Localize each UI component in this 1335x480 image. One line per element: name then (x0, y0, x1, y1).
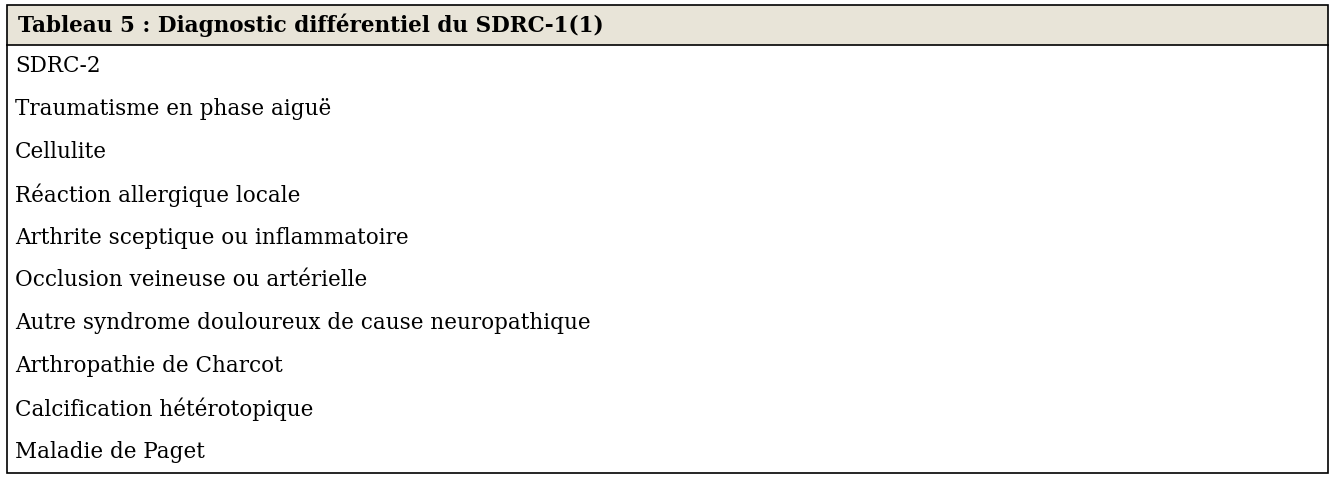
Text: SDRC-2: SDRC-2 (15, 55, 100, 77)
Text: Arthrite sceptique ou inflammatoire: Arthrite sceptique ou inflammatoire (15, 227, 409, 249)
Text: Tableau 5 : Diagnostic différentiel du SDRC-1(1): Tableau 5 : Diagnostic différentiel du S… (17, 13, 603, 37)
Text: Traumatisme en phase aiguë: Traumatisme en phase aiguë (15, 98, 331, 120)
Text: Cellulite: Cellulite (15, 141, 107, 163)
Bar (7, 45, 1328, 473)
Text: Autre syndrome douloureux de cause neuropathique: Autre syndrome douloureux de cause neuro… (15, 312, 590, 334)
Bar (7, 5, 1328, 45)
Text: Calcification hétérotopique: Calcification hétérotopique (15, 397, 314, 420)
Text: Occlusion veineuse ou artérielle: Occlusion veineuse ou artérielle (15, 269, 367, 291)
Text: Maladie de Paget: Maladie de Paget (15, 441, 204, 463)
Text: Réaction allergique locale: Réaction allergique locale (15, 183, 300, 206)
Text: Arthropathie de Charcot: Arthropathie de Charcot (15, 355, 283, 377)
